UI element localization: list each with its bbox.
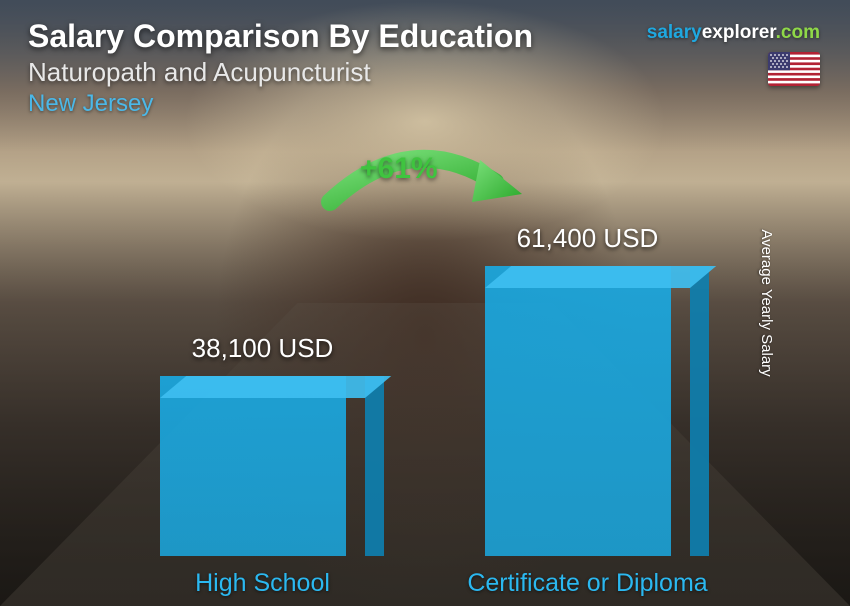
bar-value-label: 61,400 USD (517, 223, 659, 254)
bar-3d (160, 376, 365, 556)
category-label: High School (123, 569, 403, 598)
category-labels-row: High School Certificate or Diploma (100, 569, 750, 598)
watermark-part-salary: salary (647, 22, 702, 43)
location-label: New Jersey (28, 90, 822, 118)
bar-group: 61,400 USD (448, 223, 728, 556)
bar-3d (485, 266, 690, 556)
job-subtitle: Naturopath and Acupuncturist (28, 57, 822, 88)
site-watermark: salaryexplorer.com (647, 22, 820, 44)
y-axis-label: Average Yearly Salary (758, 229, 775, 376)
category-label: Certificate or Diploma (448, 569, 728, 598)
bar-group: 38,100 USD (123, 333, 403, 556)
chart-area: 38,100 USD 61,400 USD High School Certif… (60, 150, 790, 606)
bar-value-label: 38,100 USD (192, 333, 334, 364)
flag-icon (768, 52, 820, 86)
watermark-part-explorer: explorer (702, 22, 776, 43)
bars-container: 38,100 USD 61,400 USD (100, 220, 750, 556)
watermark-part-com: .com (776, 22, 820, 43)
